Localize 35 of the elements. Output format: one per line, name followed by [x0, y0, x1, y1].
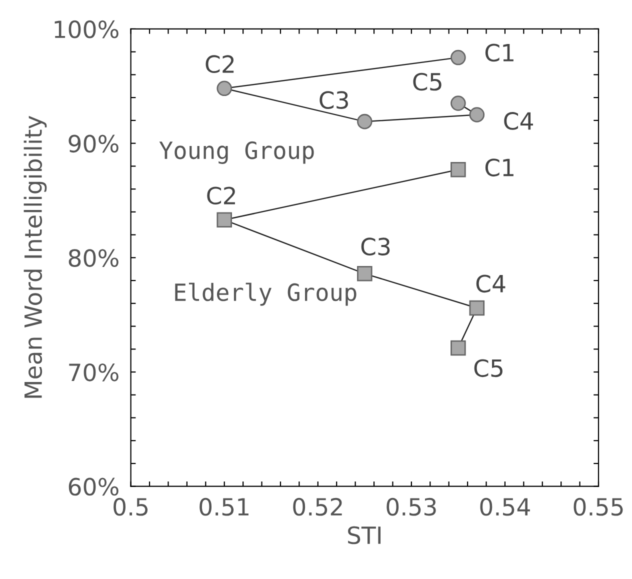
y-tick-label: 90% — [68, 134, 118, 153]
y-tick-label: 70% — [69, 363, 118, 382]
annotation: C2 — [207, 186, 235, 205]
x-tick-label: 0.52 — [293, 498, 342, 516]
x-tick-label: 0.51 — [200, 498, 248, 516]
x-tick-label: 0.5 — [114, 498, 148, 516]
point — [216, 212, 232, 228]
point — [450, 50, 466, 66]
annotation: C2 — [206, 55, 234, 74]
y-tick-label: 60% — [68, 478, 118, 496]
annotation: C1 — [485, 158, 514, 176]
annotation: C5 — [474, 359, 502, 378]
x-tick-label: 0.54 — [480, 498, 530, 516]
point — [450, 162, 466, 178]
point — [450, 96, 466, 111]
series-label: Young Group — [159, 141, 314, 164]
point — [469, 107, 485, 122]
x-axis-title: STI — [348, 526, 381, 544]
annotation: C4 — [504, 112, 534, 130]
series-label: Elderly Group — [175, 282, 356, 306]
point — [357, 114, 372, 130]
annotation: C1 — [485, 44, 514, 62]
point — [469, 300, 485, 316]
annotation: C5 — [413, 72, 442, 91]
y-tick-label: 100% — [54, 20, 118, 38]
annotation: C3 — [320, 91, 348, 109]
x-tick-label: 0.55 — [574, 498, 623, 516]
point — [450, 340, 466, 356]
annotation: C3 — [361, 238, 390, 256]
point — [216, 80, 232, 96]
point — [357, 266, 372, 282]
y-tick-label: 80% — [68, 249, 118, 267]
y-axis-title: Mean Word Intelligibility — [24, 116, 47, 398]
annotation: C4 — [476, 274, 506, 293]
x-tick-label: 0.53 — [386, 498, 436, 516]
